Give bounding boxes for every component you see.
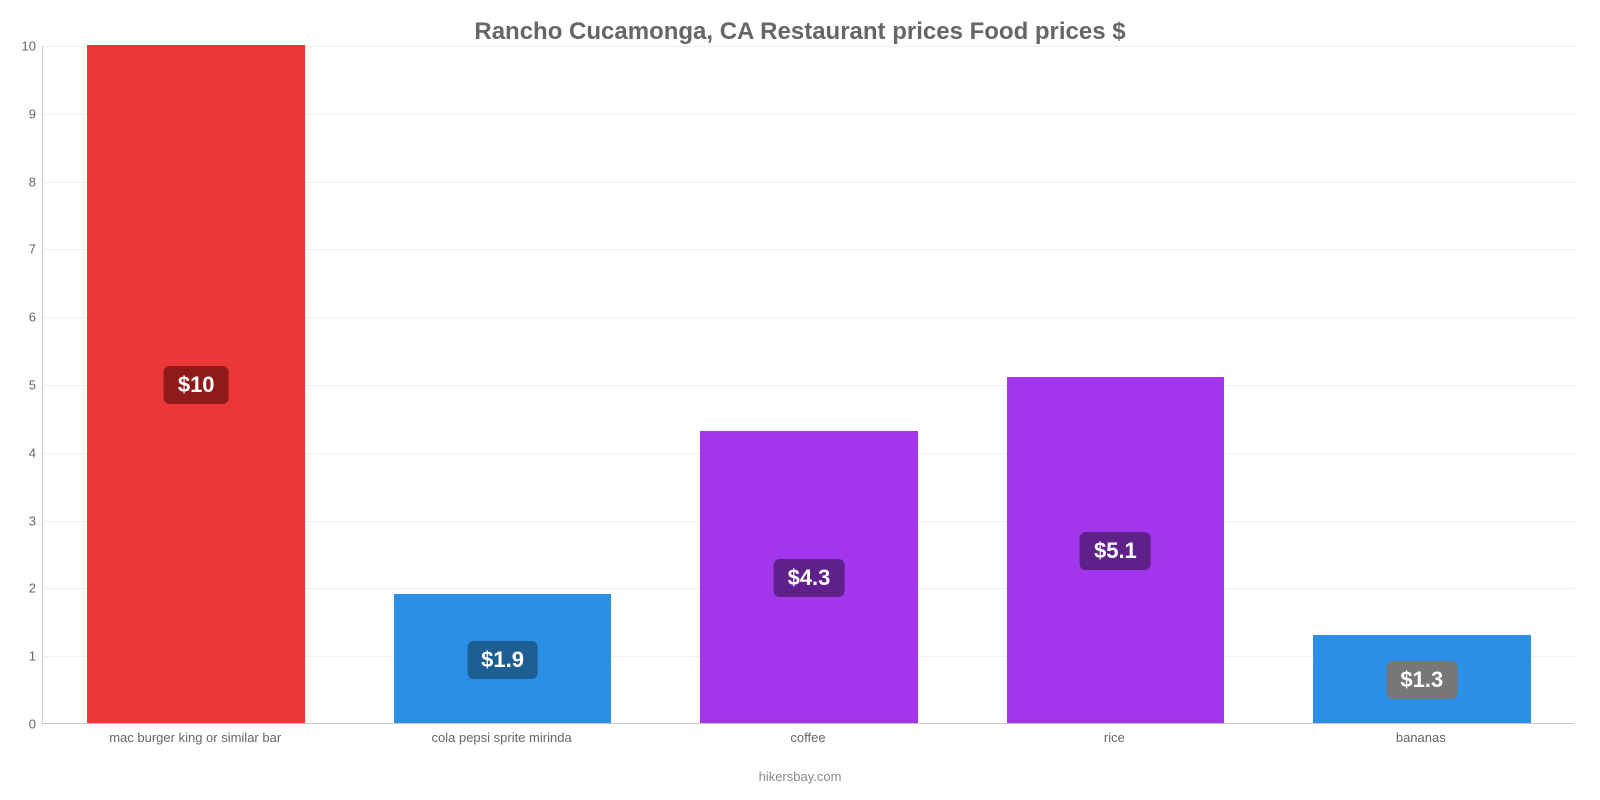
attribution: hikersbay.com [0,769,1600,784]
value-badge: $4.3 [774,559,845,597]
bars-group [43,46,1574,723]
ytick-label: 8 [0,174,36,189]
xtick-label: cola pepsi sprite mirinda [432,730,572,745]
value-badge: $1.9 [467,641,538,679]
ytick-label: 3 [0,513,36,528]
xtick-label: bananas [1396,730,1446,745]
value-badge: $5.1 [1080,532,1151,570]
plot-area: $10 $1.9 $4.3 $5.1 $1.3 [42,46,1574,724]
ytick-label: 1 [0,649,36,664]
xtick-label: mac burger king or similar bar [109,730,281,745]
value-badge: $10 [164,366,229,404]
xtick-label: coffee [790,730,825,745]
ytick-label: 6 [0,310,36,325]
chart-title: Rancho Cucamonga, CA Restaurant prices F… [0,18,1600,46]
ytick-label: 4 [0,445,36,460]
ytick-label: 5 [0,378,36,393]
xtick-label: rice [1104,730,1125,745]
ytick-label: 9 [0,106,36,121]
value-badge: $1.3 [1386,661,1457,699]
ytick-label: 2 [0,581,36,596]
ytick-label: 7 [0,242,36,257]
ytick-label: 10 [0,39,36,54]
ytick-label: 0 [0,717,36,732]
